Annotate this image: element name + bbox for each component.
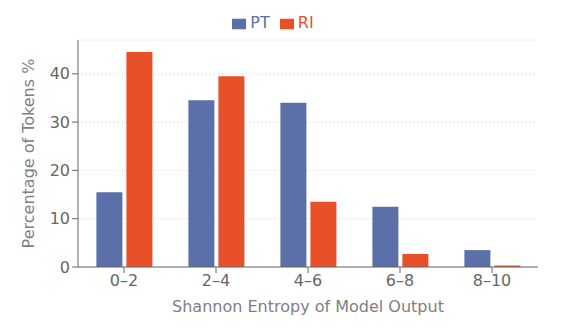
- html-text:PT: PT: [250, 13, 270, 32]
- svg-text:4–6: 4–6: [294, 271, 322, 290]
- svg-text:8–10: 8–10: [473, 271, 512, 290]
- svg-text:30: 30: [50, 113, 70, 132]
- svg-text:40: 40: [50, 64, 70, 83]
- svg-text:Percentage of Tokens %: Percentage of Tokens %: [19, 59, 38, 249]
- svg-text:6–8: 6–8: [386, 271, 414, 290]
- svg-text:20: 20: [50, 161, 70, 180]
- svg-text:10: 10: [50, 209, 70, 228]
- svg-text:Shannon Entropy of Model Outpu: Shannon Entropy of Model Output: [172, 297, 444, 316]
- svg-text:0: 0: [60, 258, 70, 277]
- svg-text:0–2: 0–2: [110, 271, 138, 290]
- html-text:RI: RI: [297, 13, 314, 32]
- svg-text:2–4: 2–4: [202, 271, 230, 290]
